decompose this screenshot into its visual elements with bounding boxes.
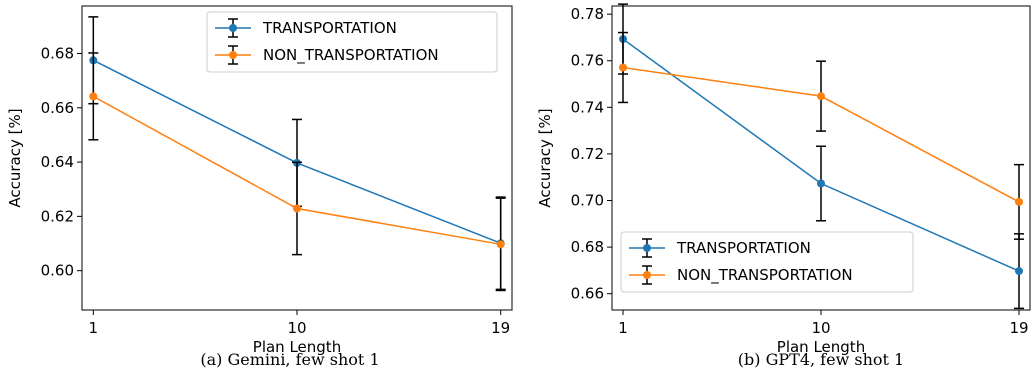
x-axis-label: Plan Length (253, 338, 341, 356)
series-non-transportation (88, 52, 506, 292)
data-point (619, 63, 627, 72)
x-tick-label: 19 (1009, 319, 1028, 337)
y-axis-label: Accuracy [%] (6, 108, 24, 207)
plot-frame (611, 5, 1031, 311)
chart-panel-2: 0.66 0.68 0.70 0.72 0.74 0.76 0.78 1 10 19 Plan Le… (536, 3, 1031, 369)
data-point (89, 92, 98, 101)
legend-marker (643, 271, 651, 279)
x-axis-label: Plan Length (777, 338, 865, 356)
legend-marker (229, 51, 237, 59)
legend-label: TRANSPORTATION (262, 19, 397, 37)
data-point (1015, 197, 1023, 206)
figure-caption: (a) Gemini, few shot 1 (200, 350, 379, 369)
y-tick-label: 0.74 (571, 98, 604, 116)
legend: TRANSPORTATION NON_TRANSPORTATION (620, 231, 914, 293)
y-axis-label: Accuracy [%] (536, 108, 554, 207)
legend-label: NON_TRANSPORTATION (263, 46, 439, 65)
y-tick-label: 0.78 (571, 5, 604, 23)
y-tick-label: 0.68 (571, 238, 604, 256)
x-tick-label: 1 (89, 319, 99, 337)
y-tick-label: 0.60 (41, 262, 74, 280)
legend-label: NON_TRANSPORTATION (677, 266, 853, 285)
y-tick-label: 0.76 (571, 52, 604, 70)
y-tick-label: 0.70 (571, 192, 604, 210)
y-tick-label: 0.62 (41, 207, 74, 225)
figure-caption: (b) GPT4, few shot 1 (738, 350, 904, 369)
series-non-transportation (618, 31, 1024, 240)
series-transportation (618, 3, 1024, 310)
x-tick-label: 19 (491, 319, 510, 337)
legend: TRANSPORTATION NON_TRANSPORTATION (206, 11, 498, 73)
y-tick-label: 0.72 (571, 145, 604, 163)
legend-box (206, 11, 498, 73)
chart-panel-1: 0.60 0.62 0.64 0.66 0.68 1 10 19 Plan Length Accu… (6, 5, 513, 369)
data-point (496, 240, 505, 249)
legend-marker (643, 244, 651, 252)
y-tick-label: 0.68 (41, 45, 74, 63)
legend-label: TRANSPORTATION (676, 239, 811, 257)
plot-frame (81, 5, 513, 311)
data-point (1015, 267, 1023, 276)
x-tick-label: 10 (287, 319, 306, 337)
x-tick-label: 10 (811, 319, 830, 337)
data-point (817, 179, 825, 188)
y-tick-label: 0.64 (41, 153, 74, 171)
y-tick-label: 0.66 (41, 99, 74, 117)
legend-box (620, 231, 914, 293)
data-point (817, 92, 825, 101)
y-tick-label: 0.66 (571, 285, 604, 303)
data-point (293, 204, 301, 213)
legend-marker (229, 24, 237, 32)
x-tick-label: 1 (618, 319, 628, 337)
